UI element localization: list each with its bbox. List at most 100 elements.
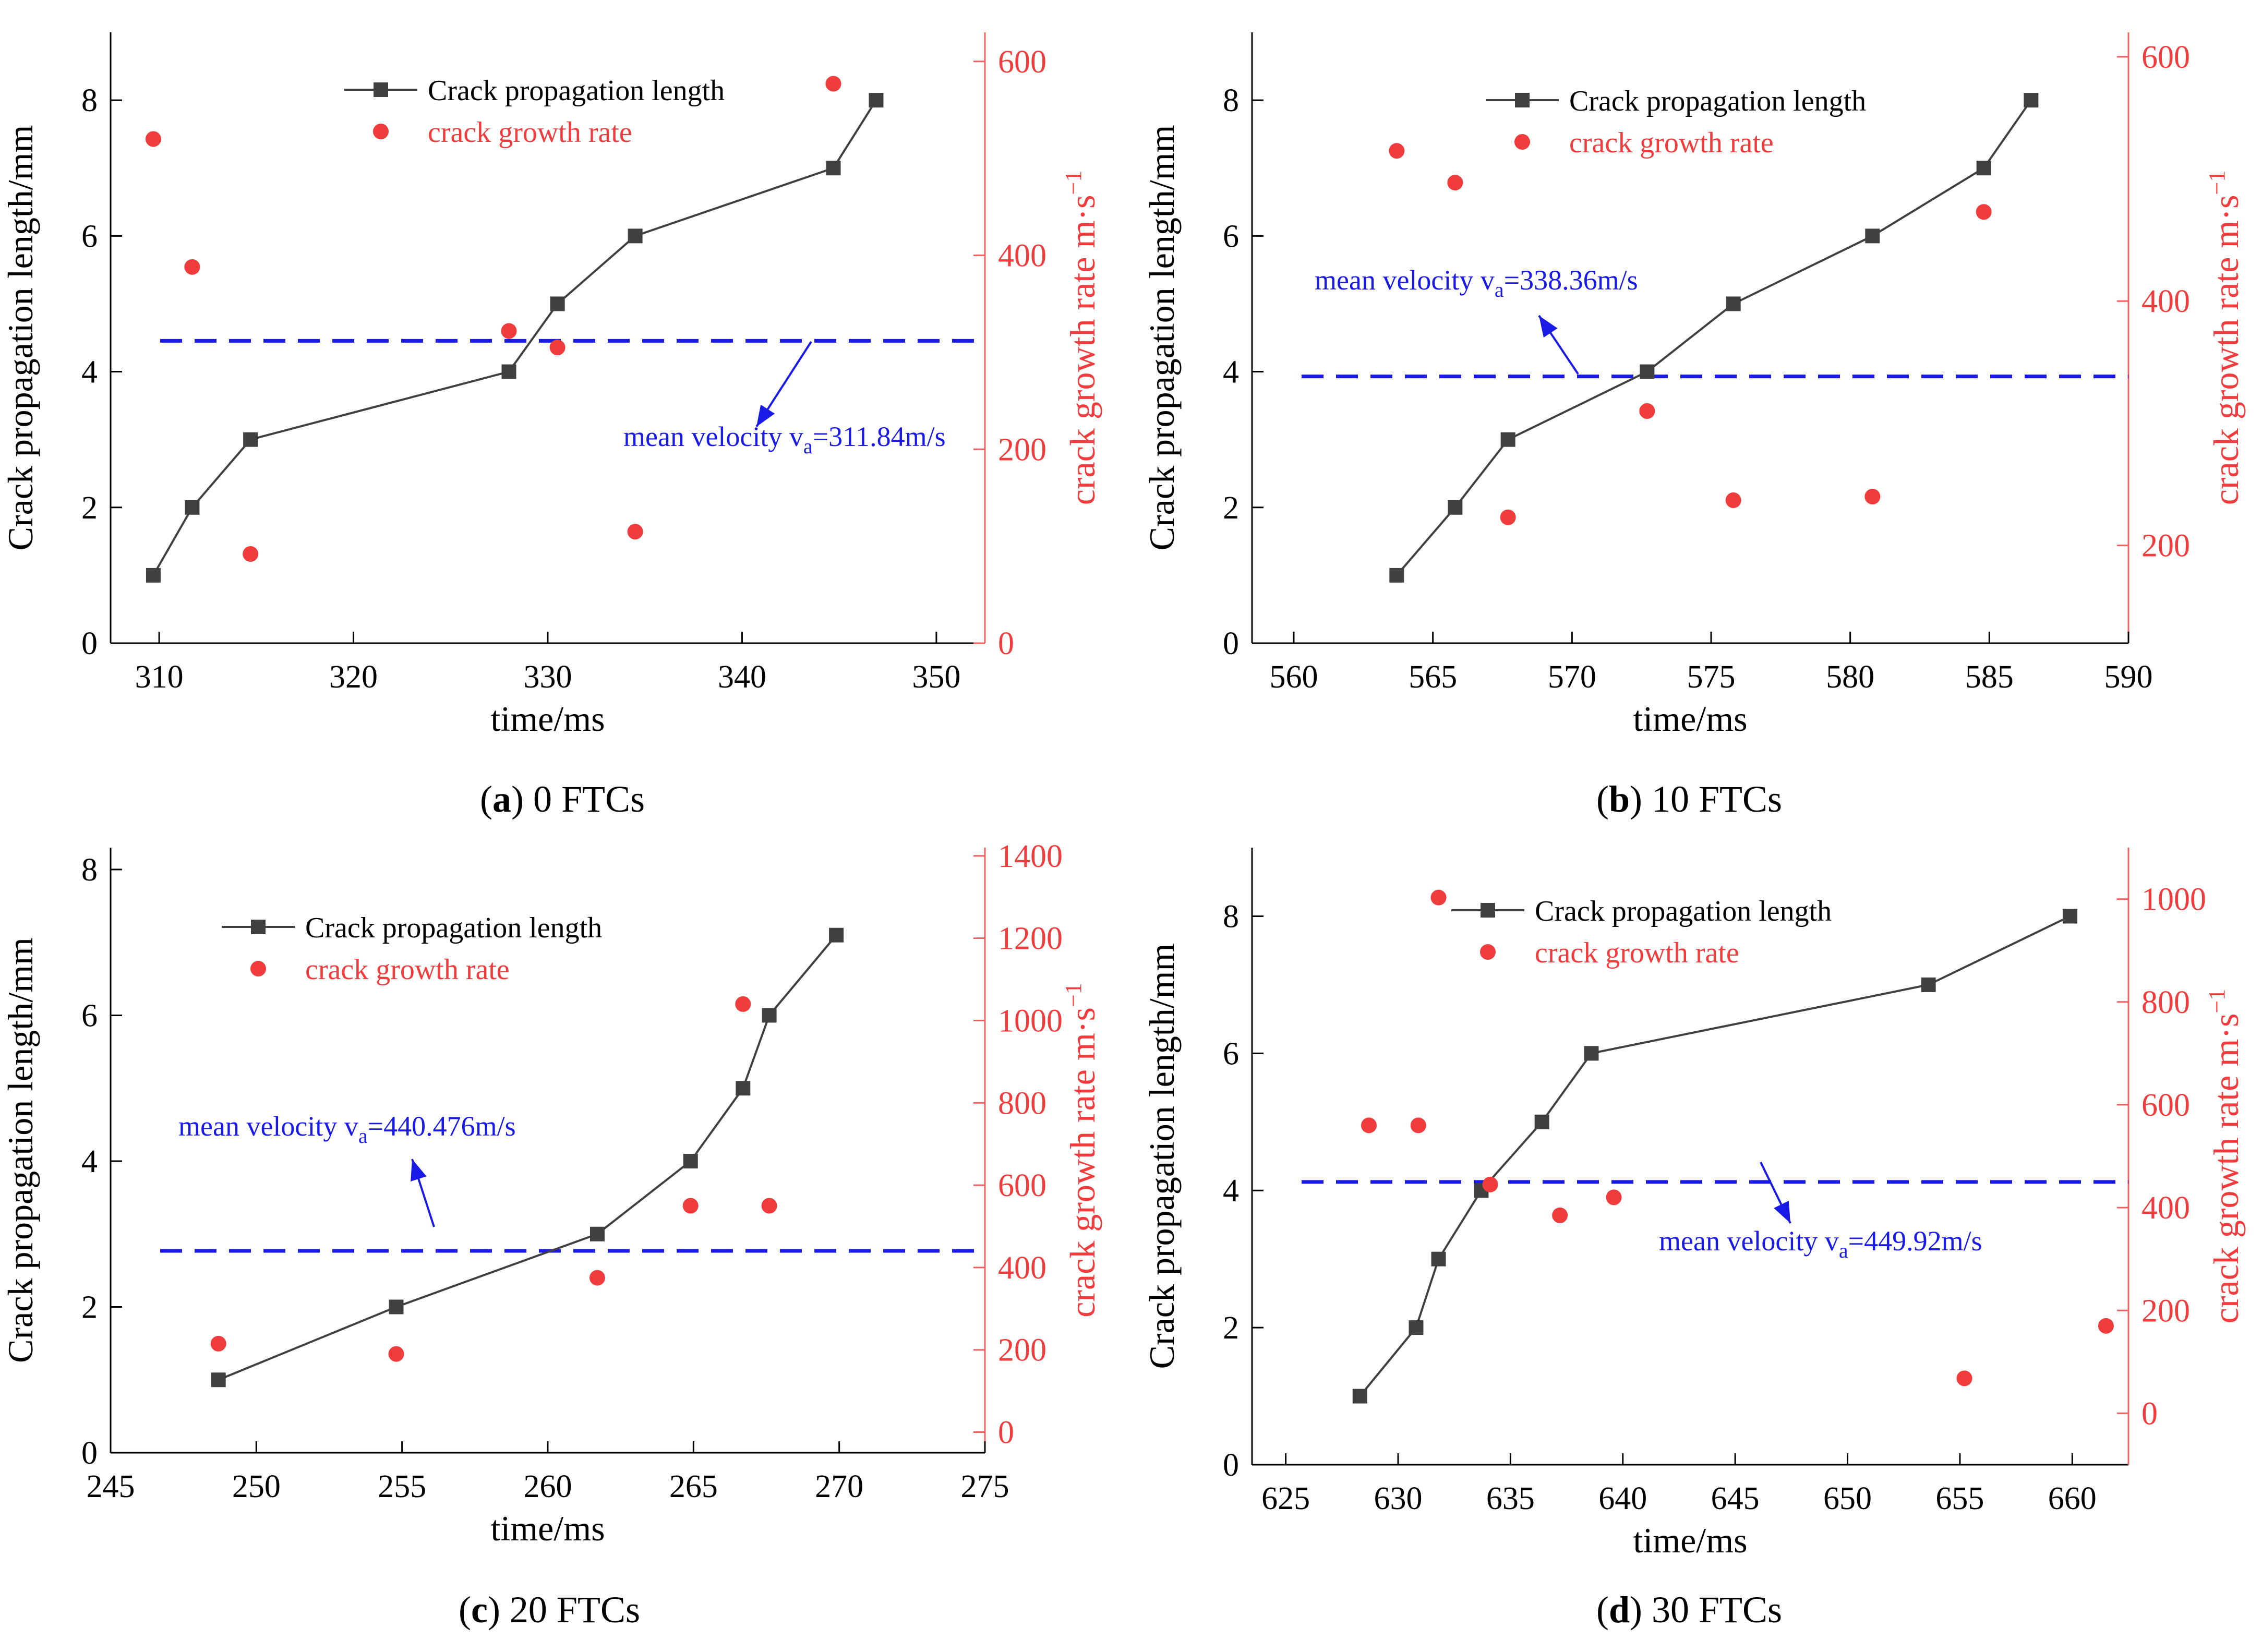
chart-c-y-left-tick-label: 6 <box>81 998 98 1033</box>
chart-d-x-tick-label: 625 <box>1261 1481 1310 1516</box>
chart-c-y-right-axis-title: crack growth rate m·s−1 <box>1061 983 1102 1318</box>
chart-a-caption-close-paren: ) <box>511 778 524 820</box>
chart-d-x-tick-label: 645 <box>1711 1481 1760 1516</box>
chart-d-caption-open-paren: ( <box>1596 1589 1609 1631</box>
chart-c-x-tick-label: 250 <box>232 1469 281 1504</box>
chart-b-rate-point <box>1389 143 1405 159</box>
chart-c-length-point <box>589 1226 605 1241</box>
chart-c-y-left-tick-label: 4 <box>81 1144 98 1179</box>
chart-b-rate-point <box>1447 175 1463 191</box>
chart-a-y-right-tick-label: 200 <box>998 432 1046 467</box>
chart-c-length-point <box>211 1372 226 1388</box>
chart-b-rate-point <box>1725 492 1741 508</box>
chart-d-mean-velocity-label: mean velocity va=449.92m/s <box>1659 1225 1982 1262</box>
chart-d-x-tick-label: 660 <box>2048 1481 2097 1516</box>
chart-a-rate-point <box>243 546 259 562</box>
chart-d-length-series-line <box>1359 915 2071 1397</box>
chart-b-legend-dot-label: crack growth rate <box>1569 127 1774 159</box>
chart-b-mean-velocity-label-main: mean velocity v <box>1315 264 1495 296</box>
chart-b-panel: 560 565 570 575 580 585 590 0 2 4 6 8 200 400 600 time/… <box>1142 32 2246 820</box>
chart-b-legend-dot-marker <box>1514 134 1530 150</box>
chart-a-x-tick-label: 320 <box>329 659 378 695</box>
chart-c-x-tick-label: 260 <box>524 1469 572 1504</box>
chart-a-caption-text: 0 FTCs <box>524 778 645 820</box>
chart-d-y-left-tick-label: 4 <box>1223 1173 1239 1209</box>
chart-d-length-point <box>1352 1389 1367 1404</box>
chart-a-mean-velocity-label: mean velocity va=311.84m/s <box>623 421 946 458</box>
chart-d-y-right-tick-label: 0 <box>2141 1396 2158 1431</box>
chart-a-x-tick-label: 340 <box>718 659 766 695</box>
chart-c-mean-velocity-label-main: mean velocity v <box>178 1111 358 1142</box>
chart-c-length-point <box>762 1008 777 1023</box>
chart-c-y-right-tick-label: 200 <box>998 1333 1046 1368</box>
chart-c-x-tick-label: 245 <box>87 1469 135 1504</box>
chart-a-x-tick-label: 330 <box>524 659 572 695</box>
chart-b-mean-arrow-head <box>1539 316 1558 338</box>
chart-c-y-left-tick-label: 0 <box>81 1436 98 1471</box>
chart-d-rate-point <box>1430 889 1447 906</box>
chart-b-caption: (b) 10 FTCs <box>1596 778 1782 820</box>
chart-b-x-tick-label: 575 <box>1687 659 1736 695</box>
chart-d-x-tick-label: 655 <box>1935 1481 1984 1516</box>
chart-d-legend-square-marker <box>1481 903 1495 918</box>
chart-c-rate-point <box>388 1346 404 1362</box>
chart-d-y-right-axis-title: crack growth rate m·s−1 <box>2204 989 2246 1324</box>
chart-a-mean-velocity-label-sub: a <box>803 435 813 458</box>
chart-b-length-point <box>1448 500 1463 515</box>
chart-c-rate-point <box>589 1270 605 1286</box>
chart-d-y-left-tick-label: 2 <box>1223 1310 1239 1346</box>
chart-a-caption: (a) 0 FTCs <box>480 778 645 820</box>
chart-d-rate-point <box>1361 1117 1377 1134</box>
chart-c-y-right-axis-title-main: crack growth rate m·s <box>1063 1007 1102 1318</box>
chart-d-y-right-tick-label: 1000 <box>2141 882 2206 918</box>
chart-b-x-tick-label: 580 <box>1826 659 1874 695</box>
chart-a-legend-dot-label: crack growth rate <box>428 116 632 149</box>
chart-a-mean-arrow-head <box>756 404 775 427</box>
chart-a-length-point <box>243 432 258 447</box>
chart-c-legend-dot-label: crack growth rate <box>305 954 510 986</box>
chart-c-length-point <box>829 927 844 943</box>
chart-d-y-left-tick-label: 8 <box>1223 899 1239 934</box>
chart-b-mean-velocity-label-sub: a <box>1495 278 1504 302</box>
chart-d-legend-dot-label: crack growth rate <box>1535 937 1739 969</box>
chart-c-y-right-tick-label: 1400 <box>998 839 1063 874</box>
chart-b-x-tick-label: 570 <box>1548 659 1596 695</box>
chart-a-mean-velocity-label-tail: =311.84m/s <box>813 421 946 452</box>
chart-a-y-left-axis-title: Crack propagation length/mm <box>1 125 40 551</box>
chart-b-y-right-axis-title-sup: −1 <box>2204 171 2230 195</box>
chart-c-caption-text: 20 FTCs <box>500 1589 640 1631</box>
chart-c-rate-point <box>682 1198 699 1214</box>
chart-b-x-tick-label: 560 <box>1270 659 1318 695</box>
chart-b-length-point <box>1726 296 1741 311</box>
chart-a-y-left-tick-label: 6 <box>81 219 98 254</box>
chart-a-length-point <box>826 161 841 176</box>
chart-b-y-right-axis-title: crack growth rate m·s−1 <box>2204 171 2246 505</box>
chart-c-y-left-tick-label: 8 <box>81 852 98 888</box>
chart-d-mean-velocity-label-main: mean velocity v <box>1659 1225 1839 1257</box>
chart-d-x-tick-label: 640 <box>1598 1481 1647 1516</box>
chart-b-length-point <box>1500 432 1515 447</box>
chart-d-y-left-tick-label: 0 <box>1223 1448 1239 1483</box>
chart-d-rate-point <box>1606 1189 1622 1205</box>
chart-a-length-point <box>628 228 643 244</box>
chart-a-y-left-tick-label: 0 <box>81 626 98 661</box>
chart-c-y-left-axis-title: Crack propagation length/mm <box>1 937 40 1363</box>
chart-a-y-right-axis-title-main: crack growth rate m·s <box>1063 195 1102 505</box>
chart-a-x-tick-label: 310 <box>135 659 184 695</box>
chart-a-caption-tag: a <box>492 778 511 820</box>
chart-d-length-point <box>1921 977 1936 992</box>
chart-c-caption-open-paren: ( <box>459 1589 471 1631</box>
chart-a-rate-point <box>549 340 566 356</box>
chart-b-rate-point <box>1500 509 1516 525</box>
chart-b-caption-close-paren: ) <box>1630 778 1642 820</box>
chart-a-rate-point <box>627 524 643 540</box>
chart-d-x-tick-label: 630 <box>1374 1481 1423 1516</box>
chart-a-length-point <box>550 296 565 311</box>
chart-a-length-point <box>501 364 516 379</box>
chart-d-x-tick-label: 635 <box>1486 1481 1535 1516</box>
chart-c-legend-square-marker <box>251 920 266 934</box>
chart-b-y-left-tick-label: 6 <box>1223 219 1239 254</box>
chart-b-y-left-tick-label: 4 <box>1223 355 1239 390</box>
chart-c-mean-velocity-label-sub: a <box>358 1124 368 1148</box>
